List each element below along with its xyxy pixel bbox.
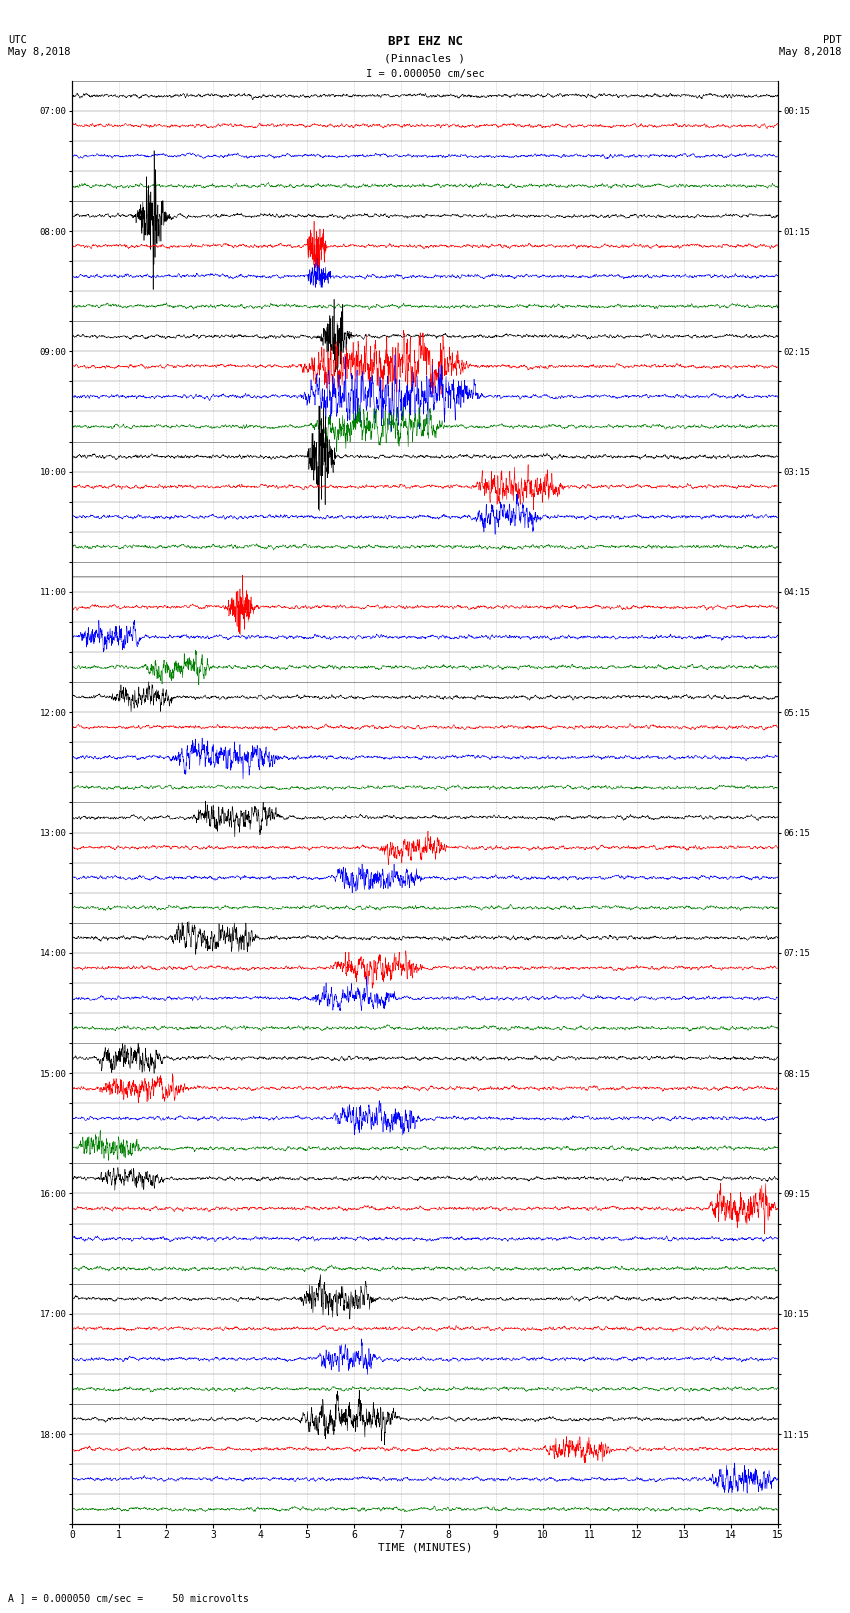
Text: PDT
May 8,2018: PDT May 8,2018 bbox=[779, 35, 842, 56]
Text: (Pinnacles ): (Pinnacles ) bbox=[384, 53, 466, 63]
Text: BPI EHZ NC: BPI EHZ NC bbox=[388, 35, 462, 48]
Text: I = 0.000050 cm/sec: I = 0.000050 cm/sec bbox=[366, 69, 484, 79]
X-axis label: TIME (MINUTES): TIME (MINUTES) bbox=[377, 1542, 473, 1553]
Text: A ] = 0.000050 cm/sec =     50 microvolts: A ] = 0.000050 cm/sec = 50 microvolts bbox=[8, 1594, 249, 1603]
Text: UTC
May 8,2018: UTC May 8,2018 bbox=[8, 35, 71, 56]
